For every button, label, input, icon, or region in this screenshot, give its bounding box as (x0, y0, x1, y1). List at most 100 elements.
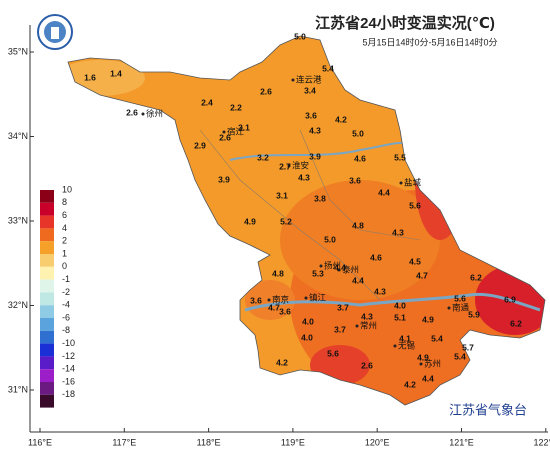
station-value: 3.9 (309, 151, 321, 161)
station-value: 5.4 (431, 333, 443, 343)
station-value: 4.4 (378, 187, 390, 197)
city-name: 徐州 (146, 108, 163, 118)
station-value: 3.1 (238, 122, 250, 132)
legend-swatch (40, 292, 54, 306)
station-value: 5.5 (394, 152, 406, 162)
station-value: 5.7 (462, 342, 474, 352)
legend-swatch (40, 279, 54, 293)
station-value: 3.6 (349, 175, 361, 185)
city-dot (222, 130, 226, 134)
city-name: 苏州 (424, 358, 441, 368)
title: 江苏省24小时变温实况(℃) (315, 14, 495, 32)
station-value: 4.0 (302, 316, 314, 326)
station-value: 5.9 (468, 309, 480, 319)
lat-tick-label: 34°N (8, 131, 28, 141)
station-value: 3.6 (305, 110, 317, 120)
logo (37, 14, 73, 50)
station-value: 4.7 (416, 270, 428, 280)
lon-tick-label: 116°E (28, 437, 52, 447)
legend-swatch (40, 228, 54, 242)
station-value: 2.2 (230, 102, 242, 112)
station-value: 5.6 (327, 348, 339, 358)
legend-label: -1 (62, 274, 70, 284)
station-value: 2.9 (194, 140, 206, 150)
station-value: 3.1 (276, 190, 288, 200)
city-dot (304, 296, 308, 300)
legend-label: 4 (62, 223, 67, 233)
station-value: 4.5 (409, 256, 421, 266)
city-dot (267, 298, 271, 302)
city-name: 镇江 (309, 292, 327, 302)
station-value: 4.3 (309, 125, 321, 135)
city-name: 连云港 (296, 74, 322, 84)
station-value: 1.6 (84, 72, 96, 82)
station-value: 3.8 (314, 193, 326, 203)
lat-tick-label: 33°N (8, 215, 28, 225)
station-value: 3.7 (337, 302, 349, 312)
legend-label: -6 (62, 312, 70, 322)
station-value: 4.9 (244, 216, 256, 226)
legend-swatch (40, 241, 54, 254)
city-name: 扬州 (324, 260, 341, 270)
legend-swatch (40, 266, 54, 280)
station-value: 4.9 (422, 314, 434, 324)
station-value: 5.0 (324, 234, 336, 244)
station-value: 6.2 (470, 272, 482, 282)
legend-label: -14 (62, 364, 75, 374)
station-value: 3.6 (250, 295, 262, 305)
station-value: 4.2 (404, 379, 416, 389)
city-dot (337, 268, 341, 272)
station-value: 4.3 (374, 286, 386, 296)
station-value: 6.9 (504, 294, 516, 304)
city-dot (355, 324, 359, 328)
legend-swatch (40, 318, 54, 331)
station-value: 2.7 (279, 161, 291, 171)
legend-swatch (40, 215, 54, 229)
station-value: 4.9 (417, 352, 429, 362)
lon-tick-label: 117°E (112, 437, 136, 447)
station-value: 2.4 (201, 97, 213, 107)
station-value: 1.4 (110, 68, 122, 78)
city-dot (399, 181, 403, 185)
legend-swatch (40, 356, 54, 370)
station-value: 3.9 (218, 174, 230, 184)
legend-label: 2 (62, 236, 67, 246)
legend-swatch (40, 369, 54, 382)
city-dot (393, 344, 397, 348)
station-value: 4.7 (268, 302, 280, 312)
legend-label: 10 (62, 184, 72, 194)
station-value: 2.6 (126, 107, 138, 117)
legend-swatch (40, 382, 54, 395)
legend-swatch (40, 202, 54, 216)
lon-tick-label: 120°E (365, 437, 390, 447)
station-value: 4.2 (276, 357, 288, 367)
station-value: 4.8 (352, 220, 364, 230)
station-value: 3.6 (279, 306, 291, 316)
station-value: 3.4 (304, 85, 316, 95)
station-value: 2.6 (361, 360, 373, 370)
legend-label: -4 (62, 300, 70, 310)
city-dot (291, 78, 295, 82)
station-value: 5.0 (294, 31, 306, 41)
legend-label: -16 (62, 376, 75, 386)
legend-label: 6 (62, 210, 67, 220)
legend-label: 0 (62, 261, 67, 271)
legend-label: 8 (62, 197, 67, 207)
legend-swatch (40, 343, 54, 357)
station-value: 4.6 (354, 153, 366, 163)
legend-label: -10 (62, 338, 75, 348)
station-value: 4.4 (422, 373, 434, 383)
station-value: 2.6 (260, 86, 272, 96)
station-value: 5.4 (454, 351, 466, 361)
station-value: 4.3 (298, 172, 310, 182)
lat-tick-label: 35°N (8, 46, 28, 56)
legend-label: -8 (62, 325, 70, 335)
lon-tick-label: 122°E (533, 437, 550, 447)
station-value: 4.0 (394, 300, 406, 310)
station-value: 3.7 (334, 324, 346, 334)
city-name: 宿迁 (227, 126, 245, 136)
station-value: 5.6 (454, 293, 466, 303)
legend-swatch (40, 394, 54, 408)
legend-swatch (40, 254, 54, 267)
